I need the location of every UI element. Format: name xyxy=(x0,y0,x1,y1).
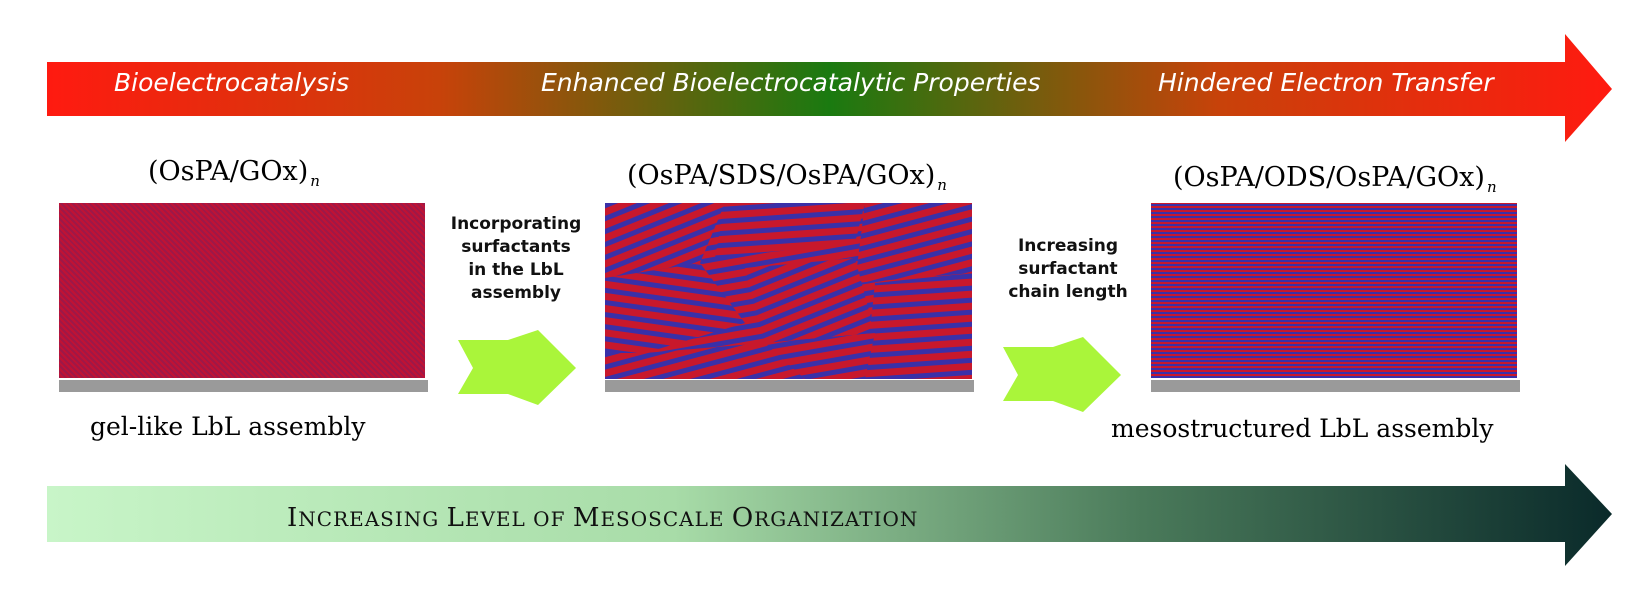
bottom-arrow-label: Increasing Level of Mesoscale Organizati… xyxy=(287,503,919,533)
step-arrow-2 xyxy=(1003,337,1121,412)
bottom-arrow xyxy=(47,464,1612,566)
domain-film xyxy=(605,203,972,379)
top-arrow xyxy=(47,34,1612,142)
formula-sds: (OsPA/SDS/OsPA/GOx) n xyxy=(627,160,947,194)
formula-ods: (OsPA/ODS/OsPA/GOx) n xyxy=(1173,162,1497,196)
top-arrow-label-center: Enhanced Bioelectrocatalytic Properties xyxy=(541,68,1041,97)
bottom-arrow-shape xyxy=(47,464,1612,566)
top-arrow-shape xyxy=(47,34,1612,142)
top-arrow-label-right: Hindered Electron Transfer xyxy=(1158,68,1494,97)
gel-like-film xyxy=(59,203,425,378)
substrate-center xyxy=(605,380,974,392)
formula-gox: (OsPA/GOx) n xyxy=(148,156,320,190)
mesostructured-film xyxy=(1151,203,1517,378)
step-label-2: Increasing surfactant chain length xyxy=(1008,236,1128,302)
step-arrow-1 xyxy=(458,330,576,405)
caption-gel-like: gel-like LbL assembly xyxy=(90,412,366,441)
substrate-right xyxy=(1151,380,1520,392)
caption-mesostructured: mesostructured LbL assembly xyxy=(1111,414,1494,443)
substrate-left xyxy=(59,380,428,392)
step-label-1: Incorporating surfactants in the LbL ass… xyxy=(450,214,582,303)
top-arrow-label-left: Bioelectrocatalysis xyxy=(114,68,350,97)
